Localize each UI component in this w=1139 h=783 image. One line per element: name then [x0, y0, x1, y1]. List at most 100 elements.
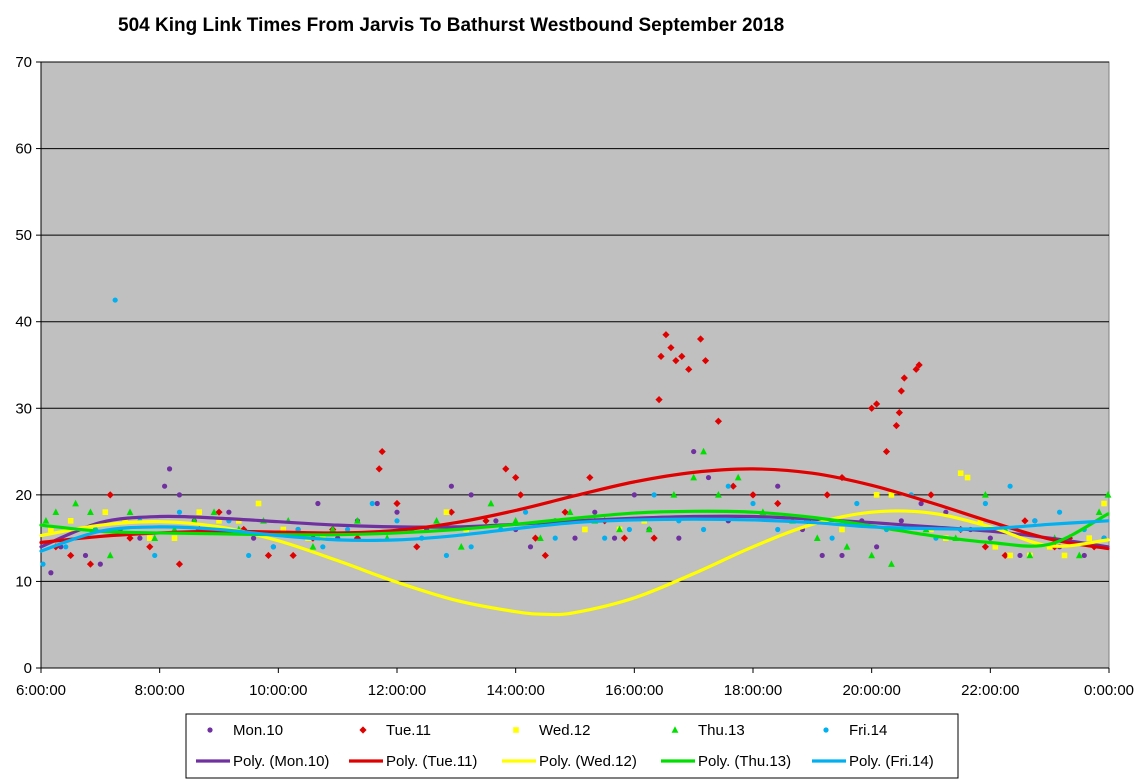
data-point: [631, 492, 637, 498]
data-point: [819, 552, 825, 559]
trendline-poly-tue-11: [39, 467, 1110, 551]
data-point: [552, 535, 558, 541]
data-point: [868, 551, 876, 559]
data-point: [1081, 552, 1087, 559]
data-point: [616, 525, 623, 533]
data-point: [443, 552, 450, 559]
data-point: [171, 535, 178, 541]
data-point: [215, 508, 223, 516]
data-point: [823, 491, 831, 499]
data-point: [280, 526, 287, 533]
trendlines: [39, 467, 1110, 617]
scatter-points: [40, 297, 1112, 576]
data-point: [918, 500, 924, 507]
series-tue-11: [52, 331, 1098, 568]
y-tick-label: 40: [15, 314, 32, 331]
data-point: [749, 491, 757, 499]
data-point: [86, 560, 95, 568]
data-point: [512, 473, 520, 482]
data-point: [289, 551, 297, 560]
y-tick-label: 60: [15, 141, 32, 158]
data-point: [775, 483, 781, 489]
data-point: [987, 535, 993, 541]
data-point: [611, 535, 618, 541]
data-point: [63, 544, 69, 550]
data-point: [690, 473, 698, 481]
data-point: [651, 492, 657, 498]
y-tick-label: 0: [24, 660, 32, 677]
data-point: [246, 552, 252, 559]
data-point: [196, 509, 203, 515]
data-point: [700, 526, 707, 533]
data-point: [344, 526, 351, 533]
data-point: [457, 543, 465, 550]
data-point: [394, 509, 400, 515]
data-point: [171, 525, 178, 533]
data-point: [255, 500, 262, 507]
plot-area: [40, 61, 1110, 669]
data-point: [667, 344, 675, 352]
data-point: [264, 551, 273, 560]
data-point: [295, 526, 301, 533]
data-point: [1007, 552, 1013, 559]
data-point: [512, 517, 520, 524]
data-point: [216, 518, 222, 524]
data-point: [97, 561, 103, 567]
data-point: [393, 499, 401, 508]
data-point: [839, 526, 845, 533]
data-point: [175, 560, 184, 568]
data-point: [1104, 491, 1112, 498]
data-point: [162, 483, 168, 489]
data-point: [700, 447, 707, 455]
data-point: [541, 551, 549, 560]
data-point: [981, 491, 989, 498]
x-tick-label: 8:00:00: [135, 682, 185, 699]
data-point: [854, 500, 860, 507]
data-point: [620, 534, 629, 542]
y-tick-label: 70: [15, 54, 32, 71]
data-point: [701, 357, 710, 365]
data-point: [898, 518, 904, 524]
data-point: [582, 526, 588, 533]
data-point: [915, 361, 923, 369]
x-tick-label: 14:00:00: [486, 682, 544, 699]
data-point: [714, 491, 722, 498]
data-point: [48, 526, 54, 533]
data-point: [977, 518, 984, 524]
data-point: [655, 396, 663, 404]
data-point: [502, 465, 510, 473]
data-point: [482, 517, 490, 525]
data-point: [888, 492, 895, 498]
data-point: [517, 491, 525, 499]
data-point: [1086, 535, 1093, 541]
x-tick-label: 0:00:00: [1084, 682, 1134, 699]
legend-marker: [359, 726, 367, 734]
data-point: [897, 387, 905, 395]
data-point: [487, 499, 495, 507]
data-point: [725, 483, 731, 489]
data-point: [72, 499, 80, 507]
data-point: [829, 535, 835, 541]
data-point: [126, 508, 134, 515]
trendline-poly-fri-14: [39, 517, 1110, 553]
y-axis: 0 10 20 30 40 50 60 70: [15, 54, 42, 677]
data-point: [1021, 517, 1029, 525]
data-point: [775, 526, 781, 533]
data-point: [1101, 500, 1107, 507]
legend-label: Fri.14: [849, 722, 887, 739]
data-point: [927, 491, 935, 499]
data-point: [874, 544, 880, 550]
data-point: [839, 552, 845, 559]
data-point: [982, 500, 988, 507]
data-point: [468, 544, 474, 550]
data-point: [1061, 552, 1068, 559]
data-point: [714, 417, 722, 425]
data-point: [1032, 518, 1038, 524]
series-fri-14: [40, 297, 1107, 567]
data-point: [676, 535, 682, 541]
data-point: [527, 544, 534, 550]
data-point: [657, 352, 665, 360]
data-point: [868, 404, 876, 412]
data-point: [650, 534, 658, 542]
data-point: [102, 509, 109, 515]
